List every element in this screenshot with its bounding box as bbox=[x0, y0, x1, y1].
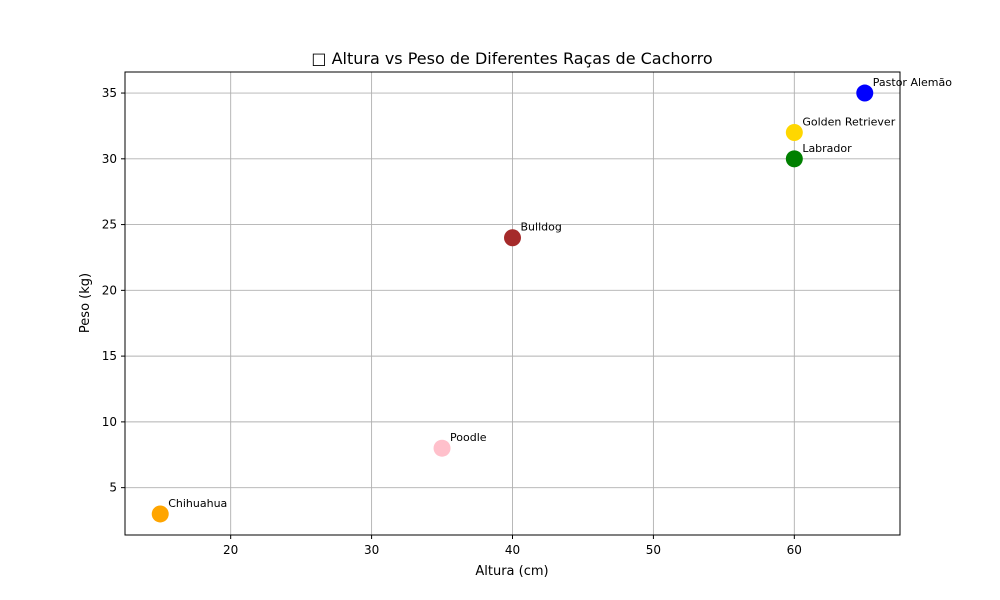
y-axis-ticks: 5 10 15 20 25 30 35 bbox=[102, 86, 125, 495]
x-axis-ticks: 20 30 40 50 60 bbox=[223, 535, 802, 557]
data-point bbox=[433, 439, 451, 457]
y-tick-label: 20 bbox=[102, 283, 117, 297]
data-point bbox=[785, 124, 803, 142]
y-tick-label: 25 bbox=[102, 218, 117, 232]
data-point bbox=[856, 84, 874, 102]
data-point-label: Labrador bbox=[802, 142, 852, 155]
data-point-label: Pastor Alemão bbox=[873, 76, 952, 89]
y-tick-label: 30 bbox=[102, 152, 117, 166]
x-axis-label: Altura (cm) bbox=[475, 564, 548, 579]
data-point-label: Chihuahua bbox=[168, 497, 227, 510]
data-point bbox=[785, 150, 803, 168]
y-tick-label: 35 bbox=[102, 86, 117, 100]
y-axis-label: Peso (kg) bbox=[78, 273, 93, 333]
chart-title: □ Altura vs Peso de Diferentes Raças de … bbox=[311, 49, 712, 68]
y-tick-label: 15 bbox=[102, 349, 117, 363]
data-point-label: Golden Retriever bbox=[802, 116, 895, 129]
x-tick-label: 50 bbox=[646, 543, 661, 557]
data-point bbox=[151, 505, 169, 523]
x-tick-label: 30 bbox=[364, 543, 379, 557]
x-tick-label: 20 bbox=[223, 543, 238, 557]
data-point-label: Bulldog bbox=[521, 221, 562, 234]
data-point bbox=[504, 229, 521, 247]
x-tick-label: 60 bbox=[787, 543, 802, 557]
data-point-label: Poodle bbox=[450, 431, 487, 444]
y-tick-label: 10 bbox=[102, 415, 117, 429]
data-points: Chihuahua Poodle Bulldog Labrador Golden Ret… bbox=[151, 76, 952, 523]
grid bbox=[125, 72, 900, 535]
x-tick-label: 40 bbox=[505, 543, 520, 557]
y-tick-label: 5 bbox=[109, 481, 117, 495]
